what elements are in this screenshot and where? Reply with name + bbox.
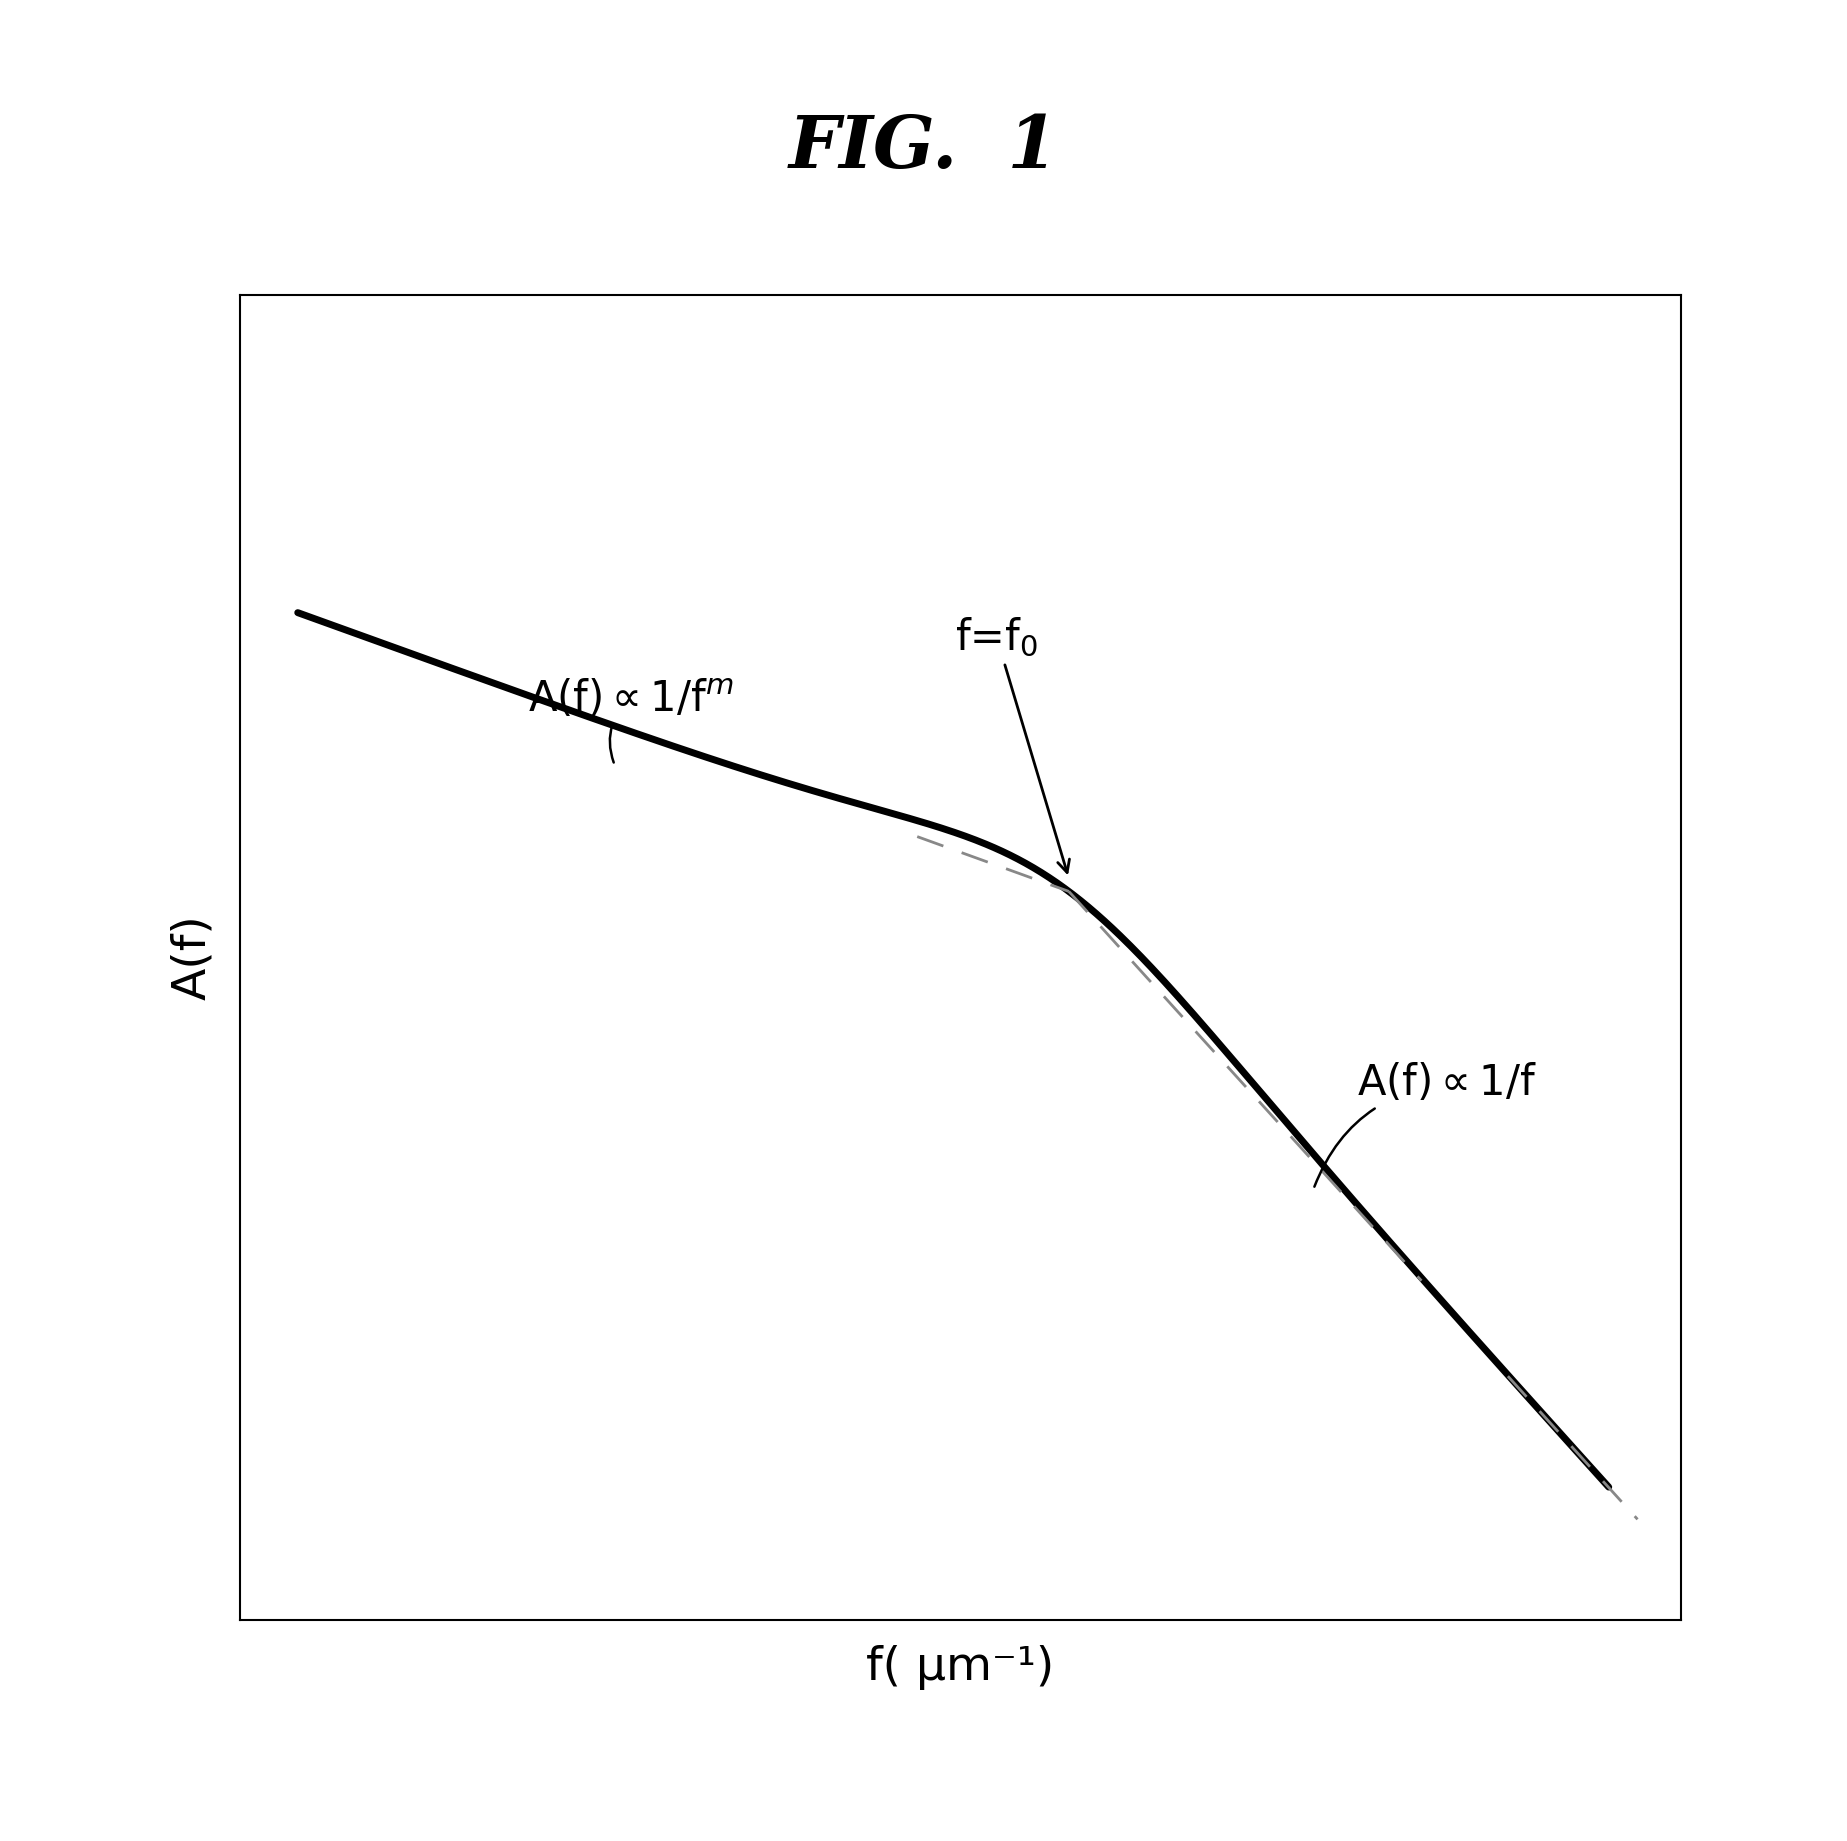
Text: FIG.  1: FIG. 1 — [789, 112, 1058, 182]
Text: f=f$_0$: f=f$_0$ — [955, 617, 1069, 873]
Text: A(f)$\propto$1/f$^m$: A(f)$\propto$1/f$^m$ — [528, 677, 733, 762]
Text: A(f)$\propto$1/f: A(f)$\propto$1/f — [1315, 1062, 1537, 1187]
X-axis label: f( μm⁻¹): f( μm⁻¹) — [866, 1646, 1055, 1690]
Y-axis label: A(f): A(f) — [170, 915, 214, 1000]
